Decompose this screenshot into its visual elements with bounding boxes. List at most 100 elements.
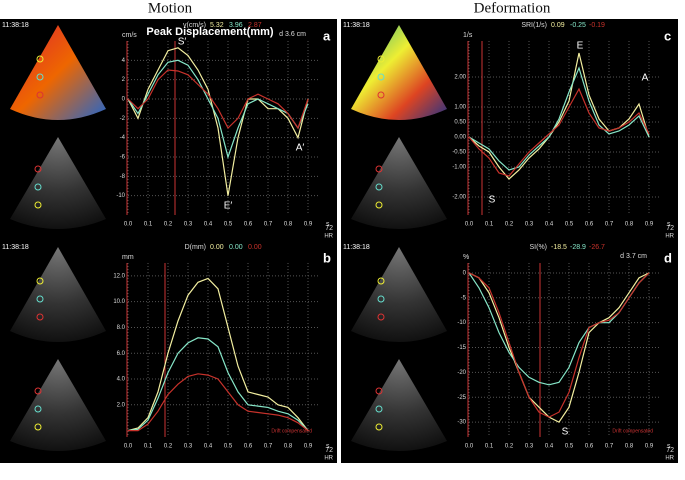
x-tick-label: 0.9 xyxy=(304,444,313,450)
readout-extra: d 3.7 cm xyxy=(620,253,647,260)
x-tick-label: 0.7 xyxy=(264,222,273,228)
annotation: A′ xyxy=(296,143,305,154)
y-tick-label: 2 xyxy=(122,77,126,83)
roi xyxy=(36,295,44,303)
x-tick-label: 0.1 xyxy=(485,222,494,228)
readout-value: -26.7 xyxy=(589,244,605,251)
hr-value: 72 xyxy=(325,225,333,232)
x-tick-label: 0.1 xyxy=(144,222,153,228)
x-tick-label: 0.0 xyxy=(124,222,133,228)
x-tick-label: 0.2 xyxy=(164,222,173,228)
panel: 11:38:18 0.0 0.1 0.2 0.3 0.4 0.5 0.6 0.7 0.8 0.9 12… xyxy=(0,26,337,463)
y-tick-label: 4.0 xyxy=(117,377,126,383)
hr-label: HR xyxy=(324,456,333,462)
x-tick-label: 0.2 xyxy=(505,444,514,450)
annotation: S′ xyxy=(178,37,187,48)
series-line xyxy=(127,59,309,160)
roi xyxy=(375,423,383,431)
x-unit: s xyxy=(326,443,330,450)
readout-value: 0.09 xyxy=(551,22,565,29)
annotation: E xyxy=(577,41,584,52)
y-tick-label: 0 xyxy=(122,97,126,103)
y-tick-label: -30 xyxy=(457,420,466,426)
hr-label: HR xyxy=(665,234,674,240)
series-line xyxy=(128,373,309,432)
hr-label: HR xyxy=(324,234,333,240)
roi xyxy=(34,201,42,209)
x-tick-label: 0.6 xyxy=(244,222,253,228)
y-tick-label: 0 xyxy=(463,271,467,277)
timestamp: 11:38:18 xyxy=(343,244,370,251)
x-tick-label: 0.9 xyxy=(645,444,654,450)
roi xyxy=(377,313,385,321)
y-tick-label: 2.0 xyxy=(117,402,126,408)
header: Deformation xyxy=(474,0,551,16)
series-line xyxy=(127,337,309,432)
y-tick-label: -2.00 xyxy=(452,195,466,201)
hr-label: HR xyxy=(665,456,674,462)
readout-label: SRI(1/s) xyxy=(521,22,547,29)
x-unit: s xyxy=(326,221,330,228)
roi xyxy=(377,73,385,81)
panel-letter: d xyxy=(664,250,672,265)
series-line xyxy=(127,69,309,130)
x-tick-label: 0.6 xyxy=(585,222,594,228)
x-tick-label: 0.3 xyxy=(525,444,534,450)
annotation: E′ xyxy=(224,201,233,212)
series-line xyxy=(468,87,650,177)
echo-sector xyxy=(10,359,106,451)
y-tick-label: -8 xyxy=(120,174,126,180)
x-tick-label: 0.3 xyxy=(184,444,193,450)
roi xyxy=(377,277,385,285)
y-tick-label: 1.00 xyxy=(454,105,466,111)
y-tick-label: -20 xyxy=(457,370,466,376)
x-tick-label: 0.8 xyxy=(284,444,293,450)
roi xyxy=(36,73,44,81)
y-tick-label: -25 xyxy=(457,395,466,401)
roi xyxy=(36,91,44,99)
y-unit: % xyxy=(463,254,469,261)
timestamp: 11:38:18 xyxy=(343,22,370,29)
header: Motion xyxy=(148,0,193,16)
x-tick-label: 0.1 xyxy=(485,444,494,450)
y-tick-label: -6 xyxy=(120,155,126,161)
x-tick-label: 0.8 xyxy=(625,444,634,450)
annotation: Peak Displacement(mm) xyxy=(146,26,273,38)
annotation: A xyxy=(642,73,649,84)
hr-value: 72 xyxy=(666,447,674,454)
annotation: S xyxy=(562,427,569,438)
y-tick-label: 8.0 xyxy=(117,325,126,331)
y-tick-label: -15 xyxy=(457,345,466,351)
readout-value: 2.87 xyxy=(248,22,262,29)
x-tick-label: 0.6 xyxy=(244,444,253,450)
series-line xyxy=(468,272,650,423)
x-tick-label: 0.1 xyxy=(144,444,153,450)
note: Drift compensated xyxy=(271,428,312,434)
echo-sector xyxy=(10,247,106,342)
x-tick-label: 0.7 xyxy=(264,444,273,450)
y-tick-label: 10.0 xyxy=(113,299,125,305)
roi xyxy=(34,183,42,191)
roi xyxy=(375,405,383,413)
readout-value: -0.25 xyxy=(570,22,586,29)
series-line xyxy=(468,272,650,418)
roi xyxy=(34,165,42,173)
hr-value: 72 xyxy=(325,447,333,454)
x-tick-label: 0.2 xyxy=(505,222,514,228)
x-tick-label: 0.6 xyxy=(585,444,594,450)
x-tick-label: 0.8 xyxy=(284,222,293,228)
readout-value: -28.9 xyxy=(570,244,586,251)
y-unit: cm/s xyxy=(122,32,137,39)
readout-value: -18.5 xyxy=(551,244,567,251)
y-tick-label: 2.00 xyxy=(454,75,466,81)
roi xyxy=(34,423,42,431)
x-tick-label: 0.5 xyxy=(565,222,574,228)
roi xyxy=(36,277,44,285)
panel: 11:38:18 0.0 0.1 0.2 0.3 0.4 0.5 0.6 0.7 0.8 0.9 4 2… xyxy=(0,19,337,241)
annotation: S xyxy=(489,195,496,206)
y-unit: 1/s xyxy=(463,32,473,39)
readout-value: 0.00 xyxy=(229,244,243,251)
echo-sector xyxy=(351,359,447,451)
x-tick-label: 0.7 xyxy=(605,222,614,228)
x-tick-label: 0.0 xyxy=(124,444,133,450)
